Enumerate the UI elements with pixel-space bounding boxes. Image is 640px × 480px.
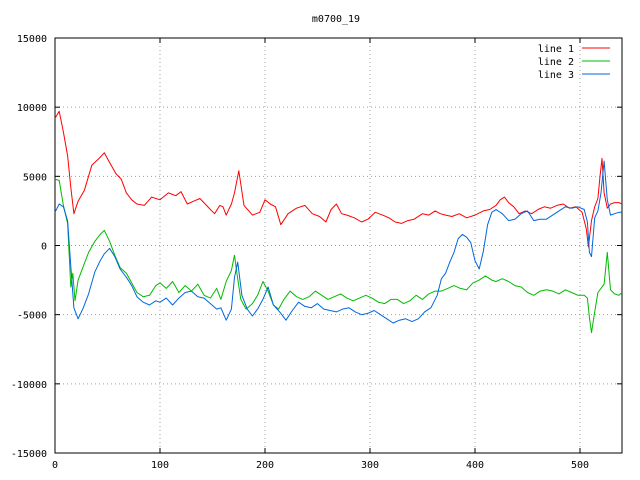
legend-label-3: line 3 — [538, 70, 574, 81]
x-tick-label: 400 — [466, 460, 484, 471]
legend-label-2: line 2 — [538, 57, 574, 68]
y-tick-label: -10000 — [11, 380, 47, 391]
x-tick-label: 300 — [361, 460, 379, 471]
y-tick-label: -15000 — [11, 449, 47, 460]
y-tick-label: 15000 — [17, 34, 47, 45]
x-tick-label: 100 — [151, 460, 169, 471]
series-layer — [54, 110, 623, 334]
axes: 0 100 200 300 400 500 -15000 -10000 -5000 0 5000 10… — [11, 34, 623, 471]
y-tick-label: 0 — [41, 242, 47, 253]
plot-frame — [54, 37, 623, 454]
x-tick-label: 500 — [571, 460, 589, 471]
chart-title: m0700_19 — [312, 14, 360, 25]
y-tick-label: 5000 — [23, 172, 47, 183]
x-tick-label: 200 — [256, 460, 274, 471]
series-line-1 — [54, 110, 623, 248]
series-line-2 — [54, 178, 623, 334]
y-tick-label: -5000 — [17, 311, 47, 322]
series-line-3 — [54, 160, 622, 324]
x-tick-label: 0 — [52, 460, 58, 471]
legend-label-1: line 1 — [538, 44, 574, 55]
legend: line 1 line 2 line 3 — [538, 44, 610, 81]
grid-lines — [55, 38, 622, 453]
y-tick-label: 10000 — [17, 103, 47, 114]
